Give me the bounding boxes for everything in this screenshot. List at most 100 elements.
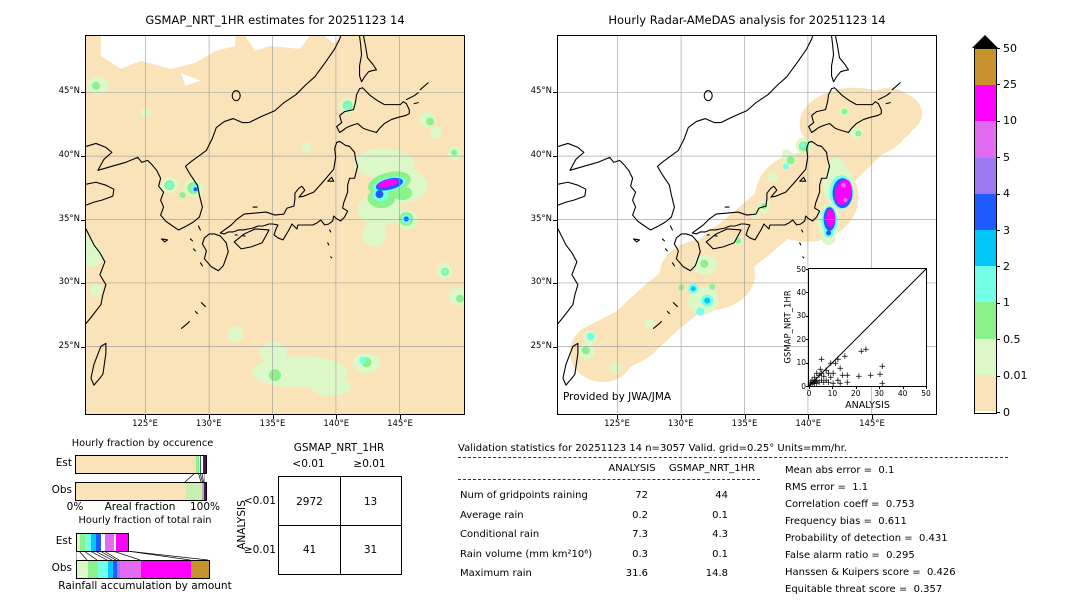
scatter-point: + <box>817 375 826 386</box>
bar-segment <box>101 534 105 551</box>
occurrence-obs-bar <box>75 482 207 501</box>
colorbar-tick-label: 1 <box>1003 296 1010 310</box>
divider <box>458 479 760 480</box>
divider <box>458 457 1008 458</box>
stats-analysis-value: 0.2 <box>632 509 648 521</box>
radar-map <box>557 35 937 415</box>
lat-tick-mark <box>81 283 85 285</box>
no-data-region <box>100 36 340 86</box>
total-rain-obs-bar <box>76 560 210 579</box>
bar-segment <box>201 456 203 473</box>
scatter-point: + <box>816 365 825 376</box>
scatter-point: + <box>855 372 863 383</box>
scatter-point: + <box>810 378 819 389</box>
bar-segment <box>195 456 200 473</box>
lon-tick-mark <box>272 415 274 419</box>
lon-tick-label: 145°E <box>387 419 413 429</box>
colorbar-overflow-triangle <box>972 35 998 48</box>
scatter-point: + <box>809 378 818 389</box>
colorbar-segments <box>974 48 997 414</box>
inset-x-tick: 40 <box>897 389 908 398</box>
inset-xlabel: ANALYSIS <box>845 400 890 411</box>
lat-tick-label: 40°N <box>58 149 80 160</box>
bar-segment <box>80 534 86 551</box>
colorbar-tick-label: 2 <box>1003 259 1010 273</box>
bar-segment <box>85 534 91 551</box>
areal-fraction-label: Areal fraction <box>104 501 176 513</box>
inset-x-tick-mark <box>879 386 881 389</box>
radar-map-panel: Hourly Radar-AMeDAS analysis for 2025112… <box>531 13 937 429</box>
stats-metric: Probability of detection = 0.431 <box>785 533 948 544</box>
total-rain-fraction-chart: Hourly fraction of total rain Est Obs Ra… <box>0 513 245 598</box>
scatter-point: + <box>810 373 819 384</box>
bar-segment <box>191 561 209 578</box>
lon-tick-mark <box>336 415 338 419</box>
lat-tick-mark <box>81 92 85 93</box>
stats-gsmap-value: 44 <box>715 490 728 501</box>
colorbar-tick-mark <box>996 193 1000 195</box>
stats-row-label: Conditional rain <box>460 529 540 540</box>
contingency-value-01: 13 <box>363 496 378 508</box>
lon-tick-mark <box>744 415 746 419</box>
scatter-point: + <box>807 378 815 389</box>
inset-y-tick: 0 <box>801 381 806 391</box>
bar-segment <box>113 534 116 551</box>
colorbar-tick-mark <box>996 412 1000 413</box>
contingency-col-header: GSMAP_NRT_1HR <box>293 442 385 454</box>
lat-tick-label: 30°N <box>530 277 552 288</box>
colorbar-tick-label: 0 <box>1003 405 1010 419</box>
inset-x-tick-mark <box>832 386 834 389</box>
stats-gsmap-value: 0.1 <box>712 548 728 560</box>
gsmap-map <box>85 35 465 415</box>
bar-segment <box>90 534 96 551</box>
stats-analysis-value: 0.3 <box>632 548 648 560</box>
gsmap-map-title: GSMAP_NRT_1HR estimates for 20251123 14 <box>145 13 405 27</box>
bar-segment <box>77 561 88 578</box>
scatter-point: + <box>829 379 837 390</box>
stats-title: Validation statistics for 20251123 14 n=… <box>458 443 847 454</box>
colorbar-tick-label: 5 <box>1003 150 1010 164</box>
scatter-point: + <box>820 372 828 383</box>
bar-segment <box>185 483 202 500</box>
inset-y-tick: 10 <box>796 358 806 368</box>
scatter-point: + <box>838 371 847 382</box>
lat-tick-label: 35°N <box>58 213 80 224</box>
validation-statistics: Validation statistics for 20251123 14 n=… <box>455 440 1075 610</box>
inset-y-tick-mark <box>806 386 809 387</box>
scatter-point: + <box>866 371 875 382</box>
bar-segment <box>77 534 81 551</box>
obs-row-label: Obs <box>51 562 72 574</box>
lon-tick-label: 140°E <box>795 419 822 429</box>
lon-tick-label: 135°E <box>259 419 286 429</box>
total-rain-chart-title: Hourly fraction of total rain <box>78 515 212 526</box>
stats-row-label: Rain volume (mm km²10⁶) <box>460 548 593 560</box>
contingency-value-10: 41 <box>302 544 317 556</box>
areal-fraction-max: 100% <box>189 501 221 513</box>
contingency-table: GSMAP_NRT_1HR <0.01 ≥0.01 ANALYSIS <0.01… <box>230 440 430 580</box>
scatter-point: + <box>811 376 820 387</box>
stats-analysis-value: 7.3 <box>632 529 648 540</box>
lat-tick-label: 35°N <box>530 213 552 224</box>
scatter-point: + <box>836 379 844 390</box>
colorbar-tick-label: 3 <box>1003 223 1010 237</box>
lon-tick-label: 130°E <box>667 419 694 429</box>
stats-metric: Equitable threat score = 0.357 <box>785 584 943 595</box>
stats-metric: False alarm ratio = 0.295 <box>785 550 915 561</box>
obs-row-label: Obs <box>51 484 72 496</box>
colorbar-tick-mark <box>996 230 1000 231</box>
colorbar-segment <box>975 157 996 194</box>
stats-col-gsmap: GSMAP_NRT_1HR <box>668 463 756 474</box>
stats-row-label: Num of gridpoints raining <box>460 490 588 501</box>
lon-tick-label: 145°E <box>859 419 885 429</box>
bar-segment <box>203 456 206 473</box>
colorbar-segment <box>975 193 996 230</box>
inset-x-tick: 30 <box>874 389 884 398</box>
scatter-point: + <box>815 371 823 382</box>
lon-tick-mark <box>208 415 210 419</box>
areal-fraction-min: 0% <box>66 501 84 513</box>
occurrence-fraction-chart: Hourly fraction by occurence Est Obs 0% … <box>0 438 240 516</box>
colorbar-tick-label: 0.5 <box>1003 332 1021 346</box>
lat-tick-mark <box>81 155 85 157</box>
contingency-row-label-1: ≥0.01 <box>243 544 276 556</box>
colorbar-tick-mark <box>996 120 1000 122</box>
